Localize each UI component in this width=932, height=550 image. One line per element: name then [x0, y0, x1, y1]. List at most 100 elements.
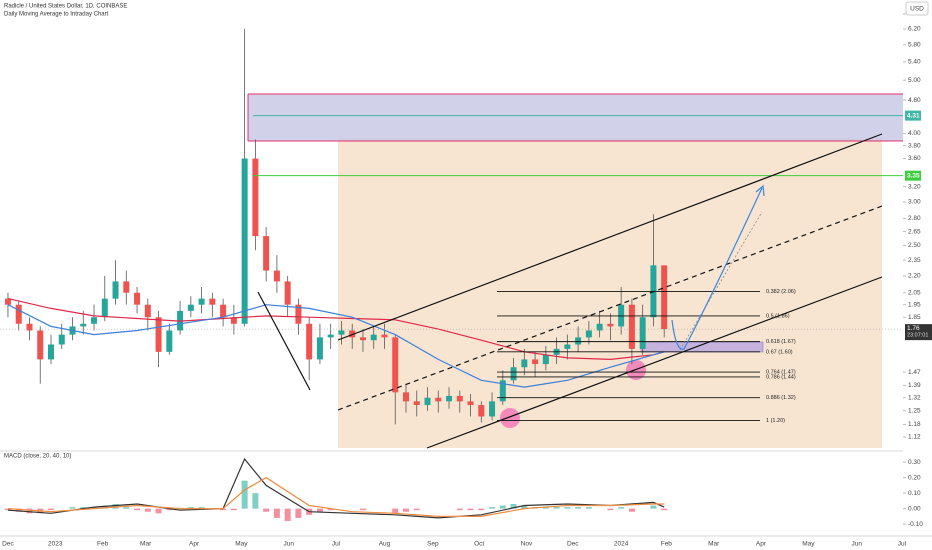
candle-body — [209, 298, 216, 305]
x-tick-label: Jun — [283, 541, 294, 548]
y-tick-label: 1.95 — [908, 301, 921, 308]
candle-body — [220, 304, 227, 318]
channel-bottom — [426, 276, 883, 449]
candle-body — [467, 401, 474, 406]
histogram-bar — [198, 507, 205, 509]
drawings-over — [0, 133, 932, 537]
candle-body — [564, 344, 571, 349]
highlight — [500, 408, 520, 428]
last-price-box — [905, 324, 932, 341]
histogram-bar — [241, 480, 248, 509]
fib-label: 0.886 (1.32) — [766, 395, 796, 401]
candle-body — [58, 334, 65, 345]
y-tick-label: 2.50 — [908, 242, 921, 249]
histogram-bar — [553, 507, 560, 509]
fib-label: 0.786 (1.44) — [766, 374, 796, 380]
x-tick-label: Feb — [97, 541, 109, 548]
candle-body — [446, 395, 453, 402]
candle-body — [510, 367, 517, 381]
support-zone — [640, 341, 764, 353]
y-tick-label: 3.20 — [908, 183, 921, 190]
histogram-bar — [413, 508, 420, 511]
currency: USD — [910, 6, 924, 13]
x-tick-label: Oct — [474, 541, 484, 548]
candle-body — [166, 330, 173, 352]
channel-fill — [338, 138, 882, 448]
candle-body — [295, 304, 302, 324]
drawings-under — [247, 93, 903, 448]
candle-body — [101, 298, 108, 318]
price-label: 4.31 — [907, 112, 920, 119]
candle-body — [532, 359, 539, 365]
candle-body — [639, 317, 646, 349]
y-tick-label: 1.32 — [908, 394, 921, 401]
histogram-bar — [521, 505, 528, 509]
candle-body — [542, 354, 549, 365]
candle-body — [521, 359, 528, 368]
y-tick-label: 1.47 — [908, 369, 921, 376]
projection-path — [671, 187, 763, 350]
histogram-bar — [134, 508, 141, 511]
x-tick-label: Jun — [851, 541, 862, 548]
histogram-bar — [327, 508, 334, 511]
line-series — [7, 304, 665, 388]
histogram-bar — [69, 507, 76, 509]
histogram-bar — [628, 508, 635, 512]
candle-body — [478, 405, 485, 417]
histogram-bar — [489, 507, 496, 509]
y-tick-label: 1.12 — [908, 434, 921, 441]
trend-line — [257, 291, 311, 391]
candle-body — [338, 330, 345, 335]
candle-body — [284, 281, 291, 305]
candle-body — [402, 392, 409, 402]
histogram-bar — [155, 508, 162, 514]
y-tick-label: 2.65 — [908, 228, 921, 235]
y-tick-label: 0.30 — [908, 459, 921, 466]
candle-body — [435, 397, 442, 402]
x-tick-label: Jul — [898, 541, 907, 548]
histogram-bar — [456, 508, 463, 511]
y-tick-label: 1.18 — [908, 421, 921, 428]
candle-body — [306, 323, 313, 360]
indicator-title: MACD (close, 20, 40, 10) — [4, 454, 71, 460]
histogram-bar — [187, 507, 194, 509]
y-tick-label: 3.60 — [908, 155, 921, 162]
line-series — [7, 298, 665, 361]
y-tick-label: 2.80 — [908, 215, 921, 222]
x-tick-label: Dec — [2, 541, 14, 548]
histogram-bar — [101, 505, 108, 509]
y-tick-label: 2.20 — [908, 273, 921, 280]
candle-body — [91, 317, 98, 324]
countdown: 23:07:01 — [907, 333, 928, 339]
histogram-bar — [661, 508, 668, 511]
y-tick-label: 6.20 — [908, 26, 921, 33]
histogram-bar — [144, 508, 151, 512]
x-tick-label: Nov — [521, 541, 533, 548]
histogram-bar — [284, 508, 291, 522]
histogram-bar — [26, 508, 33, 514]
x-tick-label: Jul — [332, 541, 341, 548]
histogram-bar — [80, 507, 87, 509]
candle-body — [15, 304, 22, 324]
histogram-bar — [273, 508, 280, 518]
histogram-bar — [316, 508, 323, 512]
histogram-bar — [166, 508, 173, 511]
projection-arrow — [755, 184, 765, 197]
candle-body — [381, 334, 388, 338]
histogram-bar — [15, 508, 22, 512]
y-tick-label: 4.00 — [908, 130, 921, 137]
candle-body — [230, 317, 237, 324]
histogram-bar — [478, 508, 485, 511]
histogram-bar — [359, 508, 366, 511]
histogram-bar — [230, 508, 237, 511]
candle-body — [316, 337, 323, 360]
candle-body — [370, 334, 377, 341]
candle-body — [424, 397, 431, 406]
fib-label: 0.67 (1.60) — [766, 349, 793, 355]
histogram-bar — [585, 507, 592, 509]
candle-body — [26, 323, 33, 331]
candle-body — [241, 158, 248, 324]
y-tick-label: 0.00 — [908, 505, 921, 512]
x-tick-label: Aug — [379, 541, 391, 548]
